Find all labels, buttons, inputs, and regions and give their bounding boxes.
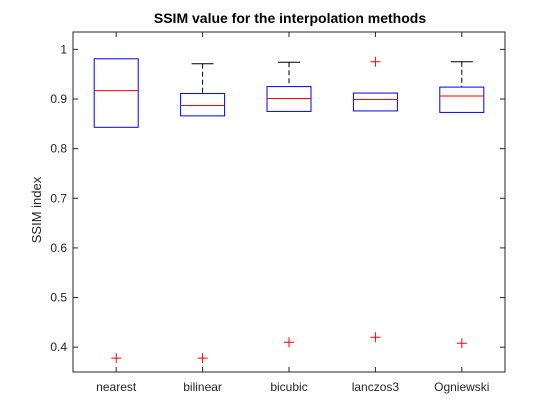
y-tick-label: 0.4 — [50, 340, 67, 354]
box-bilinear — [180, 93, 226, 117]
outlier-marker — [197, 353, 208, 364]
x-tick-label: bicubic — [270, 380, 307, 394]
y-axis-label: SSIM index — [29, 176, 44, 243]
y-tick-label: 0.7 — [50, 191, 67, 205]
y-tick-label: 0.5 — [50, 291, 67, 305]
y-tick-label: 0.8 — [50, 142, 67, 156]
y-tick-label: 0.6 — [50, 241, 67, 255]
x-tick-label: bilinear — [183, 380, 222, 394]
x-tick-label: Ogniewski — [434, 380, 489, 394]
box-nearest — [93, 58, 139, 128]
box-lanczos3 — [352, 92, 398, 112]
box-Ogniewski — [439, 86, 485, 113]
outlier-marker — [111, 353, 122, 364]
outlier-marker — [370, 332, 381, 343]
outlier-marker — [456, 338, 467, 349]
outlier-marker — [284, 337, 294, 348]
x-tick-label: nearest — [96, 380, 137, 394]
x-tick-label: lanczos3 — [352, 380, 400, 394]
y-tick-label: 0.9 — [50, 92, 67, 106]
plot-area: 0.4 0.5 0.6 0.7 0.8 0.9 1 nearest bilinear bicubi… — [50, 31, 506, 394]
chart-title: SSIM value for the interpolation methods — [154, 10, 426, 26]
outlier-marker — [370, 56, 381, 67]
plot-frame — [72, 31, 506, 373]
y-tick-label: 1 — [60, 42, 67, 56]
